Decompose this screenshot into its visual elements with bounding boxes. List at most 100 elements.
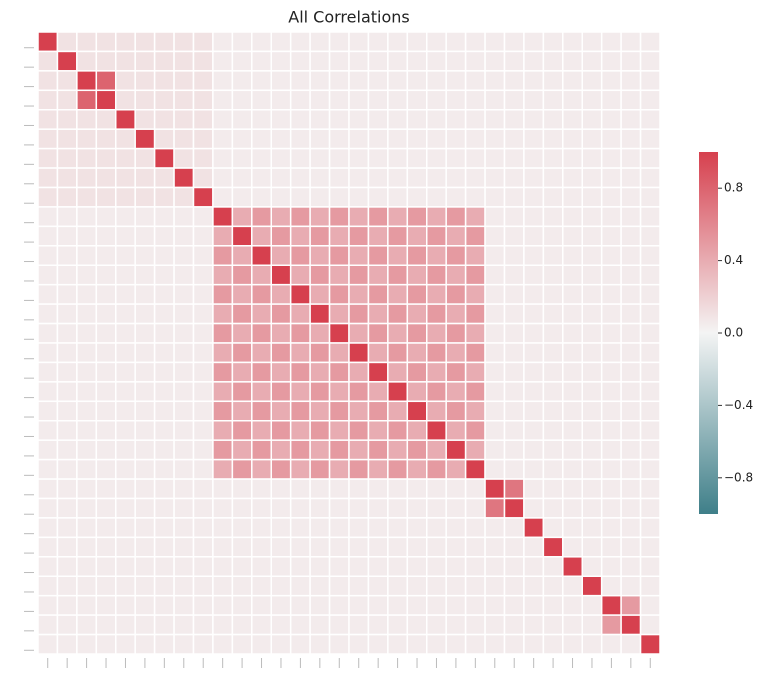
heatmap-cell bbox=[289, 322, 311, 344]
heatmap-cell bbox=[426, 458, 447, 480]
heatmap-cell bbox=[484, 361, 506, 383]
heatmap-cell bbox=[600, 575, 622, 597]
heatmap-cell bbox=[387, 206, 409, 228]
heatmap-cell bbox=[445, 342, 467, 364]
heatmap-cell bbox=[523, 361, 545, 383]
heatmap-cell bbox=[309, 536, 331, 558]
heatmap-cell bbox=[542, 381, 564, 403]
heatmap-cell bbox=[639, 109, 661, 130]
heatmap-cell bbox=[192, 400, 214, 422]
heatmap-cell bbox=[309, 322, 331, 344]
heatmap-cell bbox=[503, 70, 525, 92]
heatmap-cell bbox=[173, 556, 195, 577]
heatmap-cell bbox=[484, 594, 506, 616]
heatmap-cell bbox=[387, 361, 409, 383]
heatmap-cell bbox=[212, 70, 234, 92]
heatmap-cell bbox=[581, 575, 603, 597]
heatmap-cell bbox=[523, 89, 545, 111]
heatmap-cell bbox=[270, 458, 292, 480]
heatmap-cell bbox=[37, 225, 59, 247]
heatmap-cell bbox=[270, 575, 292, 597]
heatmap-cell bbox=[406, 400, 428, 422]
heatmap-cell bbox=[270, 381, 292, 403]
heatmap-cell bbox=[37, 458, 59, 480]
heatmap-cell bbox=[639, 614, 661, 636]
heatmap-cell bbox=[503, 478, 525, 500]
heatmap-cell bbox=[289, 458, 311, 480]
heatmap-cell bbox=[600, 70, 622, 92]
heatmap-cell bbox=[639, 536, 661, 558]
heatmap-cell bbox=[115, 342, 136, 364]
heatmap-cell bbox=[231, 186, 253, 208]
heatmap-cell bbox=[523, 31, 545, 53]
heatmap-cell bbox=[37, 594, 59, 616]
heatmap-cell bbox=[523, 614, 545, 636]
heatmap-cell bbox=[503, 167, 525, 189]
heatmap-cell bbox=[426, 245, 447, 266]
heatmap-cell bbox=[581, 594, 603, 616]
heatmap-cell bbox=[251, 109, 272, 130]
heatmap-cell bbox=[367, 147, 389, 169]
heatmap-cell bbox=[153, 594, 175, 616]
heatmap-cell bbox=[289, 614, 311, 636]
heatmap-cell bbox=[562, 206, 583, 228]
heatmap-cell bbox=[328, 147, 350, 169]
heatmap-cell bbox=[95, 497, 117, 519]
heatmap-cell bbox=[542, 478, 564, 500]
heatmap-cell bbox=[270, 361, 292, 383]
heatmap-cell bbox=[426, 517, 447, 539]
heatmap-cell bbox=[445, 167, 467, 189]
heatmap-cell bbox=[600, 439, 622, 461]
heatmap-cell bbox=[251, 420, 272, 441]
heatmap-cell bbox=[562, 361, 583, 383]
heatmap-cell bbox=[56, 147, 78, 169]
heatmap-cell bbox=[523, 109, 545, 130]
heatmap-cell bbox=[153, 439, 175, 461]
heatmap-cell bbox=[328, 31, 350, 53]
heatmap-cell bbox=[367, 400, 389, 422]
heatmap-cell bbox=[367, 89, 389, 111]
heatmap-cell bbox=[620, 264, 642, 286]
heatmap-cell bbox=[445, 458, 467, 480]
heatmap-cell bbox=[270, 420, 292, 441]
heatmap-cell bbox=[464, 517, 486, 539]
heatmap-cell bbox=[115, 420, 136, 441]
heatmap-cell bbox=[406, 167, 428, 189]
heatmap-cell bbox=[212, 400, 234, 422]
heatmap-cell bbox=[76, 614, 98, 636]
heatmap-cell bbox=[542, 439, 564, 461]
heatmap-cell bbox=[348, 633, 370, 655]
heatmap-cell bbox=[464, 109, 486, 130]
heatmap-cell bbox=[523, 439, 545, 461]
heatmap-cell bbox=[95, 361, 117, 383]
heatmap-cell bbox=[289, 420, 311, 441]
heatmap-cell bbox=[192, 50, 214, 72]
heatmap-cell bbox=[192, 303, 214, 325]
heatmap-cell bbox=[484, 400, 506, 422]
heatmap-cell bbox=[367, 633, 389, 655]
heatmap-cell bbox=[367, 225, 389, 247]
heatmap-cell bbox=[503, 633, 525, 655]
heatmap-cell bbox=[387, 147, 409, 169]
heatmap-cell bbox=[309, 303, 331, 325]
heatmap-cell bbox=[523, 245, 545, 266]
heatmap-cell bbox=[309, 31, 331, 53]
heatmap-cell bbox=[37, 400, 59, 422]
heatmap-cell bbox=[367, 361, 389, 383]
heatmap-cell bbox=[426, 478, 447, 500]
heatmap-cell bbox=[426, 283, 447, 305]
heatmap-cell bbox=[328, 89, 350, 111]
heatmap-cell bbox=[251, 556, 272, 577]
heatmap-cell bbox=[367, 186, 389, 208]
heatmap-cell bbox=[387, 109, 409, 130]
heatmap-cell bbox=[464, 303, 486, 325]
heatmap-cell bbox=[328, 206, 350, 228]
heatmap-cell bbox=[212, 245, 234, 266]
heatmap-cell bbox=[639, 381, 661, 403]
heatmap-cell bbox=[56, 322, 78, 344]
heatmap-cell bbox=[600, 225, 622, 247]
heatmap-cell bbox=[581, 109, 603, 130]
heatmap-cell bbox=[562, 109, 583, 130]
heatmap-cell bbox=[406, 128, 428, 150]
heatmap-cell bbox=[600, 536, 622, 558]
